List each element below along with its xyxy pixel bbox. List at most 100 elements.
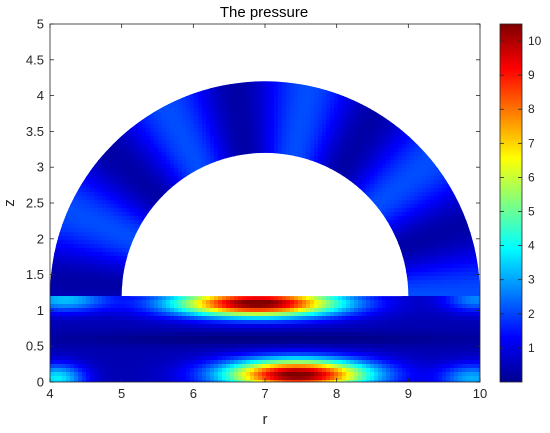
pressure-cell [190, 344, 195, 349]
pressure-cell [442, 272, 447, 277]
pressure-cell [322, 324, 327, 329]
pressure-cell [182, 328, 187, 333]
pressure-cell [318, 344, 323, 349]
pressure-cell [254, 308, 259, 313]
pressure-cell [322, 116, 327, 121]
pressure-cell [58, 312, 63, 317]
pressure-cell [94, 292, 99, 297]
pressure-cell [218, 144, 223, 149]
pressure-cell [150, 188, 155, 193]
pressure-cell [198, 140, 203, 145]
pressure-cell [54, 352, 59, 357]
pressure-cell [310, 160, 315, 165]
pressure-cell [322, 140, 327, 145]
pressure-cell [410, 176, 415, 181]
pressure-cell [326, 120, 331, 125]
pressure-cell [282, 372, 287, 377]
pressure-cell [318, 152, 323, 157]
pressure-cell [162, 132, 167, 137]
pressure-cell [234, 296, 239, 301]
pressure-cell [74, 212, 79, 217]
pressure-cell [182, 144, 187, 149]
pressure-cell [158, 188, 163, 193]
pressure-cell [278, 360, 283, 365]
pressure-cell [82, 172, 87, 177]
pressure-cell [410, 152, 415, 157]
pressure-cell [294, 380, 299, 383]
pressure-cell [158, 368, 163, 373]
pressure-cell [262, 312, 267, 317]
pressure-cell [194, 108, 199, 113]
pressure-cell [234, 364, 239, 369]
pressure-cell [394, 316, 399, 321]
pressure-cell [430, 176, 435, 181]
pressure-cell [394, 248, 399, 253]
pressure-cell [402, 176, 407, 181]
pressure-cell [346, 152, 351, 157]
pressure-cell [330, 132, 335, 137]
pressure-cell [238, 340, 243, 345]
pressure-cell [338, 372, 343, 377]
pressure-cell [70, 368, 75, 373]
pressure-cell [162, 116, 167, 121]
pressure-cell [430, 228, 435, 233]
pressure-cell [366, 104, 371, 109]
pressure-cell [394, 296, 399, 301]
pressure-cell [110, 308, 115, 313]
pressure-cell [362, 296, 367, 301]
pressure-cell [198, 88, 203, 93]
pressure-cell [54, 328, 59, 333]
pressure-cell [178, 176, 183, 181]
pressure-cell [398, 344, 403, 349]
pressure-cell [86, 292, 91, 297]
pressure-cell [154, 312, 159, 317]
pressure-cell [426, 284, 431, 289]
pressure-cell [226, 336, 231, 341]
pressure-cell [66, 232, 71, 237]
pressure-cell [350, 328, 355, 333]
pressure-cell [146, 112, 151, 117]
pressure-cell [294, 136, 299, 141]
pressure-cell [366, 176, 371, 181]
pressure-cell [378, 312, 383, 317]
pressure-cell [170, 152, 175, 157]
pressure-cell [338, 120, 343, 125]
pressure-cell [138, 380, 143, 383]
pressure-cell [158, 184, 163, 189]
pressure-cell [178, 364, 183, 369]
pressure-cell [130, 140, 135, 145]
pressure-cell [98, 280, 103, 285]
pressure-cell [114, 332, 119, 337]
pressure-cell [210, 120, 215, 125]
pressure-cell [382, 360, 387, 365]
pressure-cell [386, 328, 391, 333]
pressure-cell [242, 304, 247, 309]
pressure-cell [178, 140, 183, 145]
pressure-cell [394, 176, 399, 181]
pressure-cell [278, 148, 283, 153]
pressure-cell [154, 168, 159, 173]
pressure-cell [318, 124, 323, 129]
pressure-cell [314, 328, 319, 333]
pressure-cell [98, 212, 103, 217]
pressure-cell [106, 264, 111, 269]
pressure-cell [390, 128, 395, 133]
pressure-cell [310, 316, 315, 321]
pressure-cell [342, 376, 347, 381]
pressure-cell [402, 288, 407, 293]
pressure-cell [370, 336, 375, 341]
pressure-cell [150, 300, 155, 305]
pressure-cell [266, 360, 271, 365]
pressure-cell [86, 268, 91, 273]
pressure-cell [126, 296, 131, 301]
pressure-cell [130, 120, 135, 125]
pressure-cell [110, 196, 115, 201]
pressure-cell [250, 312, 255, 317]
pressure-cell [362, 360, 367, 365]
pressure-cell [270, 304, 275, 309]
pressure-cell [138, 196, 143, 201]
pressure-cell [222, 76, 227, 81]
pressure-cell [430, 184, 435, 189]
pressure-cell [274, 324, 279, 329]
pressure-cell [82, 288, 87, 293]
